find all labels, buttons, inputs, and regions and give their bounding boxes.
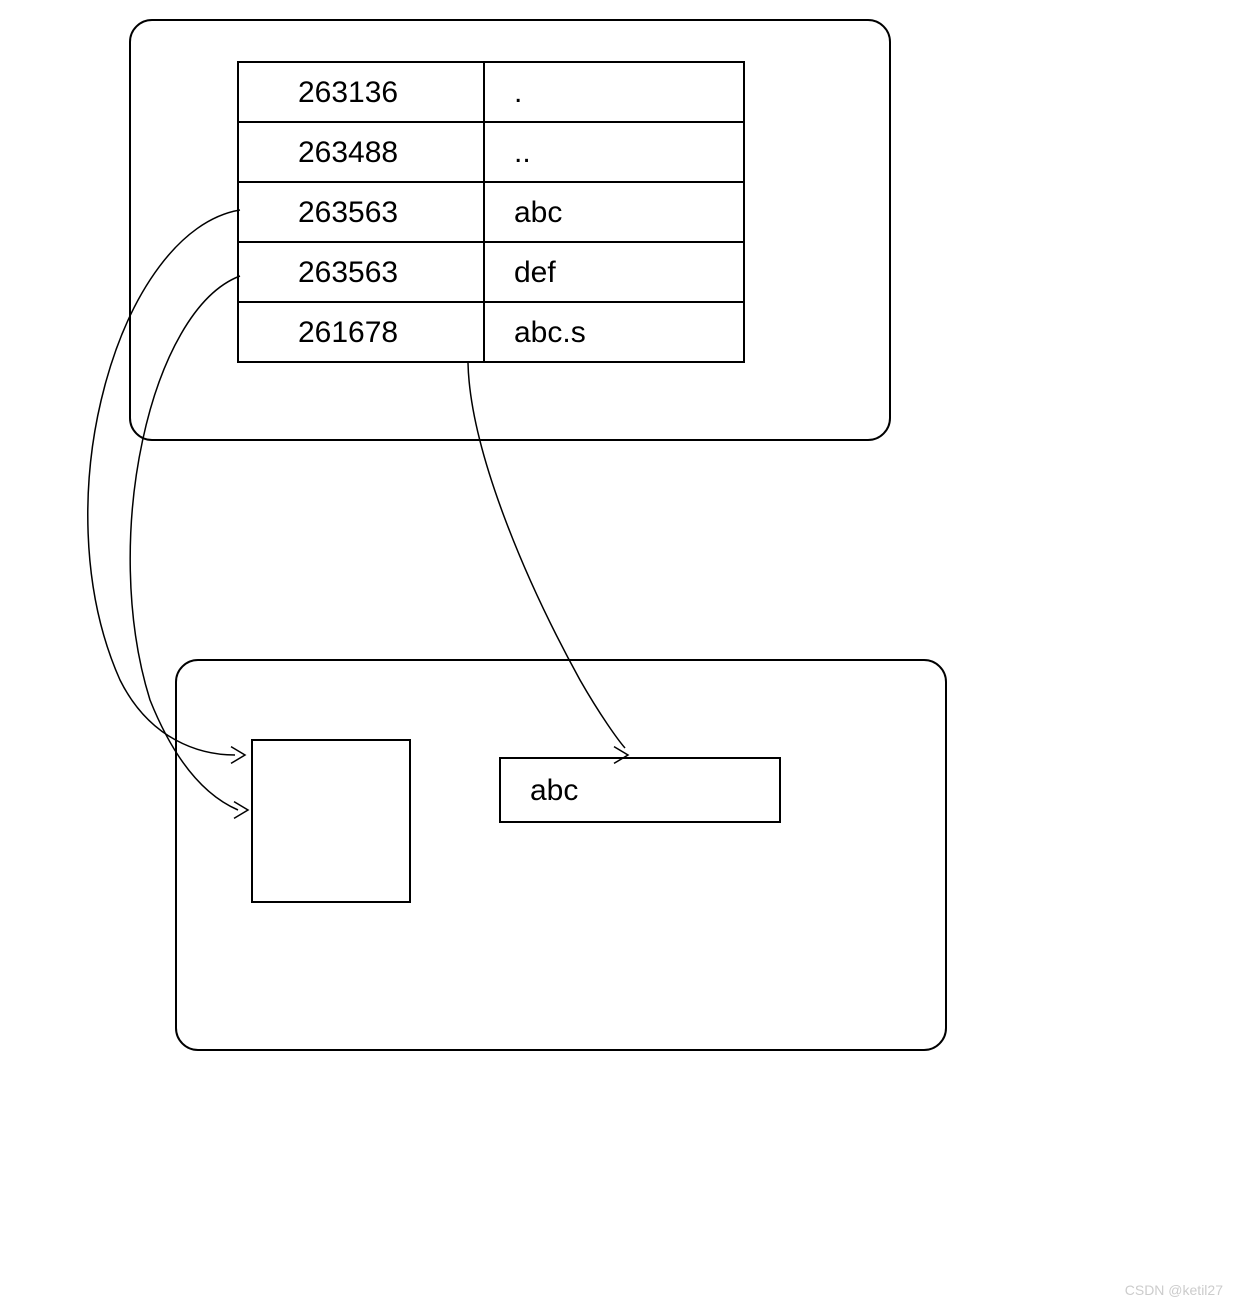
table-cell-name: .. bbox=[514, 136, 531, 169]
arrow-from-row3 bbox=[88, 210, 240, 755]
abc-target-box: abc bbox=[500, 758, 780, 822]
table-cell-inode: 263563 bbox=[298, 256, 398, 289]
table-cell-name: abc.s bbox=[514, 316, 586, 349]
small-empty-square bbox=[252, 740, 410, 902]
abc-target-label: abc bbox=[530, 774, 578, 807]
table-cell-name: . bbox=[514, 76, 522, 109]
top-container-box bbox=[130, 20, 890, 440]
arrow-from-row4 bbox=[130, 276, 240, 810]
table-cell-inode: 261678 bbox=[298, 316, 398, 349]
table-cell-inode: 263136 bbox=[298, 76, 398, 109]
arrow-from-row4-head bbox=[234, 802, 248, 819]
table-cell-inode: 263488 bbox=[298, 136, 398, 169]
table-cell-name: abc bbox=[514, 196, 562, 229]
arrow-from-row5-head bbox=[614, 747, 628, 764]
bottom-container-box bbox=[176, 660, 946, 1050]
watermark-text: CSDN @ketil27 bbox=[1125, 1282, 1223, 1298]
table-cell-name: def bbox=[514, 256, 556, 289]
directory-table: 263136. 263488.. 263563 abc 263563 def 261678 a… bbox=[238, 62, 744, 362]
arrow-from-row5 bbox=[468, 363, 625, 748]
table-cell-inode: 263563 bbox=[298, 196, 398, 229]
diagram-canvas: 263136. 263488.. 263563 abc 263563 def 261678 a… bbox=[0, 0, 1235, 1306]
